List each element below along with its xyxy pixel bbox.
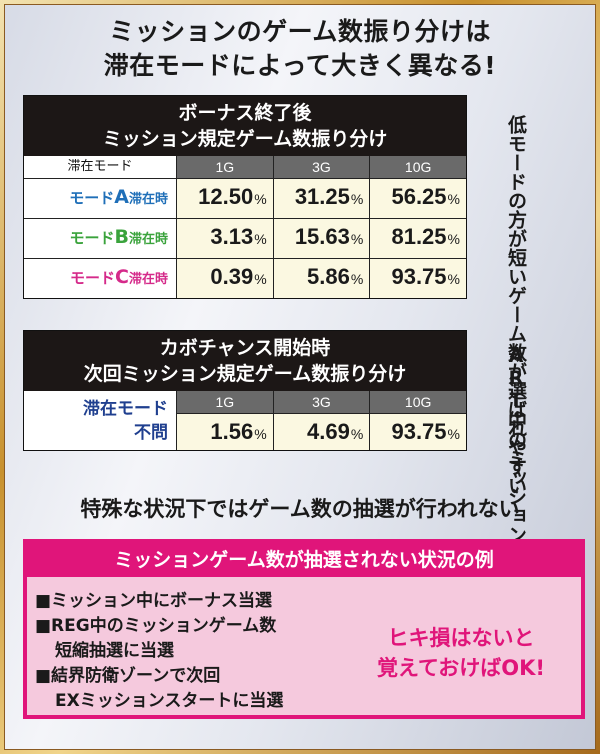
table-cell: 56.25%: [370, 179, 466, 218]
table-grid: 滞在モード 不問 1G 3G 10G 1.56% 4.69% 93.75%: [24, 391, 466, 450]
list-item: ■REG中のミッションゲーム数: [35, 616, 277, 636]
table-title: カボチャンス開始時 次回ミッション規定ゲーム数振り分け: [24, 331, 466, 391]
headline-line1: ミッションのゲーム数振り分けは: [109, 17, 491, 46]
table-title: ボーナス終了後 ミッション規定ゲーム数振り分け: [24, 96, 466, 156]
no-lottery-box: ミッションゲーム数が抽選されない状況の例 ■ミッション中にボーナス当選 ■REG…: [23, 539, 585, 719]
row-label-any-mode: 滞在モード 不問: [24, 391, 176, 450]
list-item: EXミッションスタートに当選: [55, 691, 284, 711]
table-cell: 93.75%: [370, 414, 466, 450]
row-label-mode-a: モードA滞在時: [24, 179, 176, 218]
table-cell: 1.56%: [177, 414, 273, 450]
header-1g: 1G: [177, 391, 273, 413]
table-cell: 31.25%: [273, 179, 370, 218]
table-title-line2: ミッション規定ゲーム数振り分け: [102, 128, 388, 150]
bonus-end-table: ボーナス終了後 ミッション規定ゲーム数振り分け 滞在モード 1G 3G 10G …: [23, 95, 467, 299]
header-1g: 1G: [177, 156, 273, 178]
header-10g: 10G: [370, 391, 466, 413]
table-title-line2: 次回ミッション規定ゲーム数振り分け: [83, 363, 407, 385]
kabo-chance-table: カボチャンス開始時 次回ミッション規定ゲーム数振り分け 滞在モード 不問 1G …: [23, 330, 467, 451]
box-title: ミッションゲーム数が抽選されない状況の例: [27, 543, 581, 577]
list-item: ■結界防衛ゾーンで次回: [35, 666, 221, 686]
example-list: ■ミッション中にボーナス当選 ■REG中のミッションゲーム数 短縮抽選に当選 ■…: [35, 589, 283, 714]
header-3g: 3G: [273, 156, 370, 178]
table-cell: 12.50%: [177, 179, 273, 218]
row-label-mode-c: モードC滞在時: [24, 259, 176, 298]
side-note-low-mode: 低モードの方が短いゲーム数が選ばれやすい: [505, 115, 527, 495]
header-3g: 3G: [273, 391, 370, 413]
headline: ミッションのゲーム数振り分けは 滞在モードによって大きく異なる!: [5, 15, 595, 83]
row-label-mode-b: モードB滞在時: [24, 219, 176, 258]
table-title-line1: ボーナス終了後: [178, 102, 312, 124]
section2-title: 特殊な状況下ではゲーム数の抽選が行われない: [80, 497, 520, 521]
ok-note: ヒキ損はないと 覚えておけばOK!: [376, 626, 545, 680]
header-mode: 滞在モード: [24, 156, 176, 178]
table-grid: 滞在モード 1G 3G 10G モードA滞在時 12.50% 31.25% 56…: [24, 156, 466, 298]
table-cell: 5.86%: [273, 259, 370, 298]
table-cell: 93.75%: [370, 259, 466, 298]
list-item: ■ミッション中にボーナス当選: [35, 591, 273, 611]
table-title-line1: カボチャンス開始時: [159, 337, 331, 359]
list-item: 短縮抽選に当選: [55, 641, 174, 661]
table-cell: 81.25%: [370, 219, 466, 258]
header-10g: 10G: [370, 156, 466, 178]
infographic-frame: ミッションのゲーム数振り分けは 滞在モードによって大きく異なる! ボーナス終了後…: [4, 4, 596, 750]
table-cell: 3.13%: [177, 219, 273, 258]
table-cell: 15.63%: [273, 219, 370, 258]
table-cell: 0.39%: [177, 259, 273, 298]
table-cell: 4.69%: [273, 414, 370, 450]
headline-line2: 滞在モードによって大きく異なる!: [103, 51, 497, 80]
